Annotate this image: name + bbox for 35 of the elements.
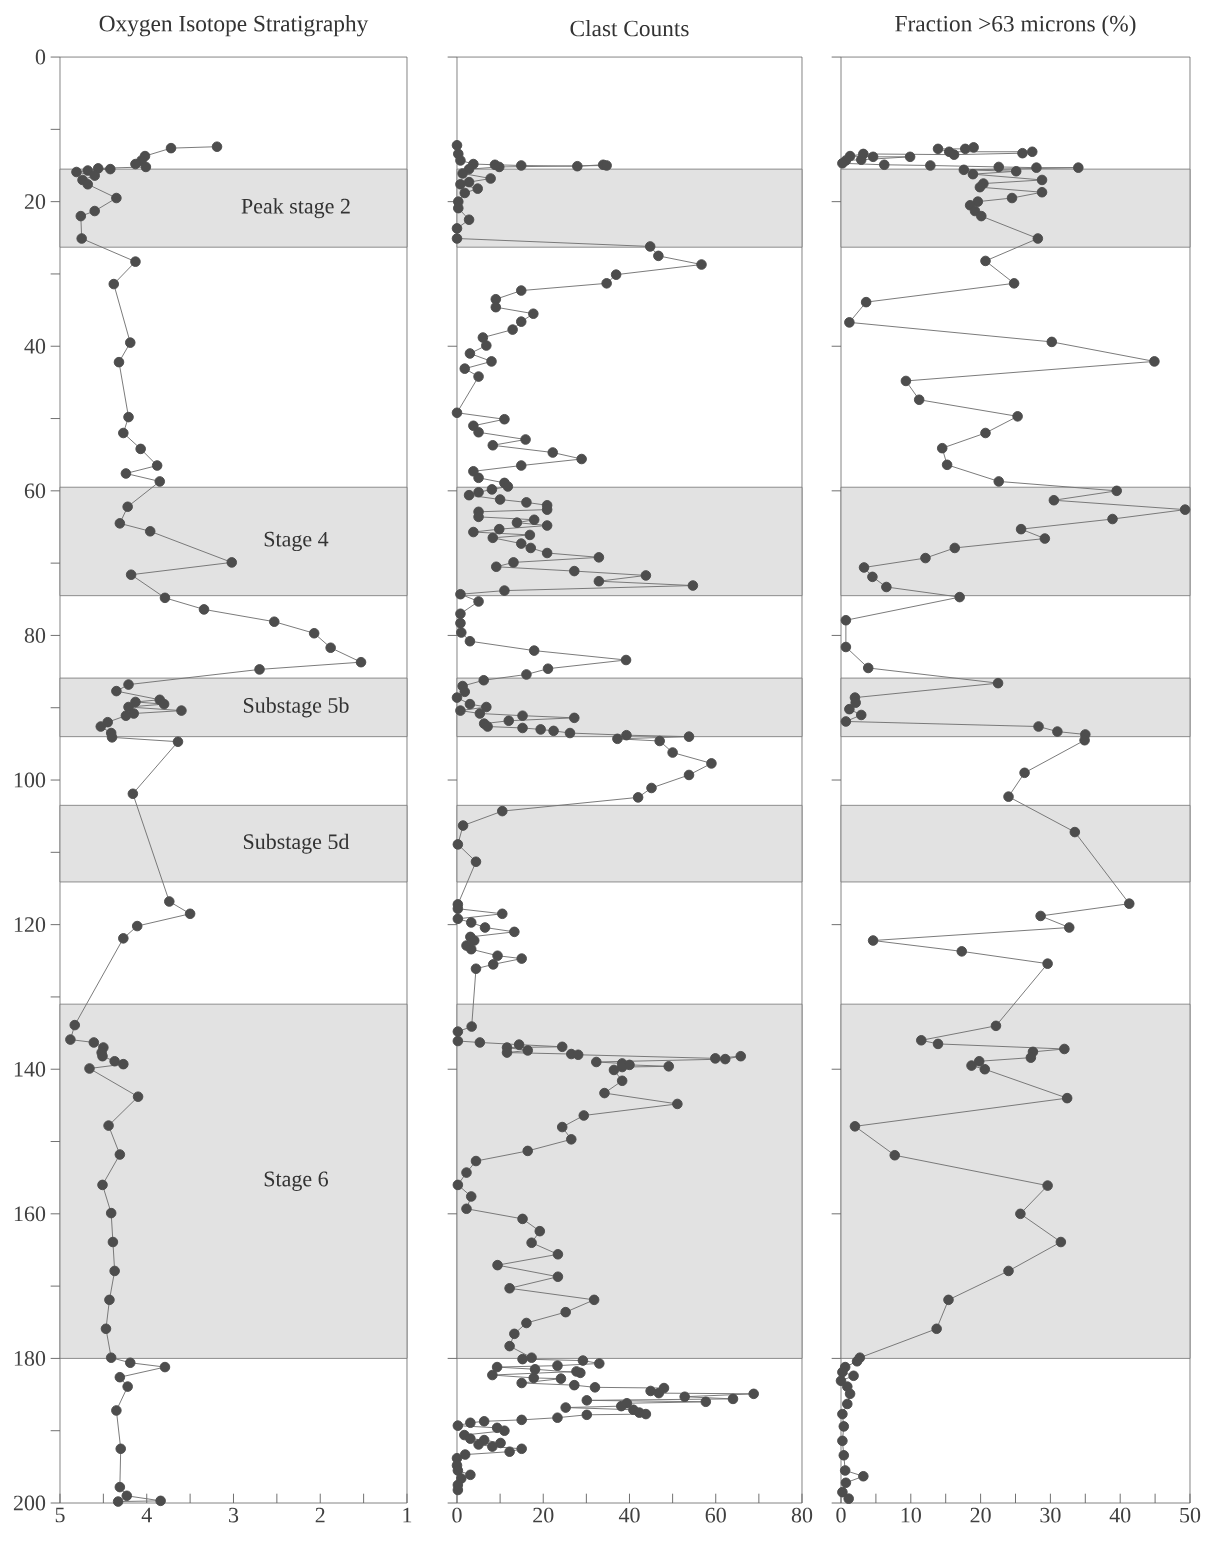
y-tick-label: 60 (24, 483, 46, 499)
y-tick-label: 80 (24, 628, 46, 643)
x-tick-label: 80 (791, 1507, 813, 1523)
x-tick-label: 2 (315, 1507, 325, 1523)
y-tick-label: 180 (14, 1350, 46, 1366)
x-tick-label: 20 (533, 1507, 554, 1523)
band-label: Substage 5b (243, 697, 349, 718)
x-tick-label: 0 (452, 1507, 462, 1523)
x-tick-label: 5 (55, 1507, 65, 1523)
x-tick-label: 10 (901, 1507, 921, 1523)
chart-title: Oxygen Isotope Stratigraphy (99, 15, 369, 37)
x-tick-label: 60 (705, 1507, 726, 1523)
x-tick-label: 30 (1040, 1507, 1061, 1523)
x-tick-label: 50 (1180, 1507, 1201, 1523)
band-label: Stage 4 (264, 531, 329, 552)
x-tick-label: 40 (1109, 1507, 1131, 1523)
y-tick-label: 120 (14, 917, 46, 933)
x-tick-label: 0 (836, 1507, 846, 1523)
x-tick-label: 1 (403, 1507, 412, 1523)
chart-title: Clast Counts (570, 19, 689, 37)
y-tick-label: 20 (24, 194, 46, 210)
y-tick-label: 40 (24, 338, 46, 354)
x-tick-label: 4 (141, 1507, 152, 1523)
band-label: Peak stage 2 (241, 198, 350, 219)
y-tick-label: 100 (14, 772, 46, 788)
chart-title: Fraction >63 microns (%) (895, 15, 1136, 37)
x-tick-label: 20 (970, 1507, 991, 1523)
band-label: Substage 5d (243, 833, 350, 854)
y-tick-label: 200 (13, 1495, 46, 1511)
y-tick-label: 160 (14, 1206, 46, 1222)
x-tick-label: 40 (618, 1507, 640, 1523)
band-label: Stage 6 (264, 1171, 328, 1191)
x-tick-label: 3 (229, 1507, 239, 1523)
y-tick-label: 0 (35, 49, 46, 65)
y-tick-label: 140 (14, 1061, 46, 1077)
